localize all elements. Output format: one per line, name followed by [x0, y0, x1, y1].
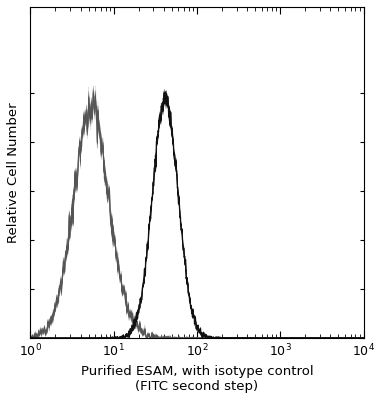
X-axis label: Purified ESAM, with isotype control
(FITC second step): Purified ESAM, with isotype control (FIT… [81, 365, 313, 393]
Y-axis label: Relative Cell Number: Relative Cell Number [7, 102, 20, 243]
